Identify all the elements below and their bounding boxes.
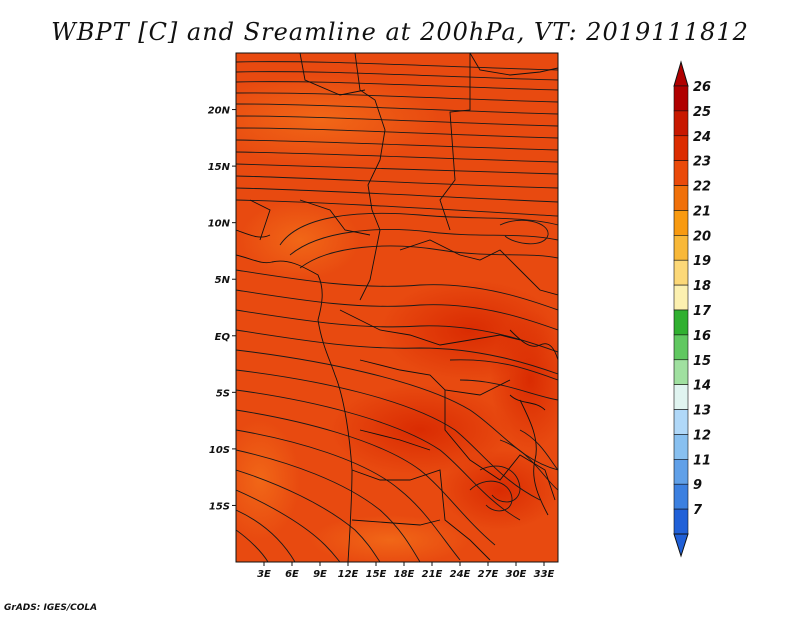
colorbar-level-label: 7	[693, 503, 703, 518]
colorbar-swatch	[673, 309, 689, 336]
colorbar-level-label: 15	[693, 354, 711, 369]
streamlines	[236, 61, 558, 562]
lat-tick-label: 5S	[216, 388, 230, 399]
lat-tick-label: 15S	[209, 501, 230, 512]
colorbar-level-label: 24	[693, 130, 711, 145]
lon-tick-label: 27E	[478, 569, 499, 580]
colorbar-level-label: 14	[693, 379, 711, 394]
colorbar-level-label: 21	[693, 204, 711, 219]
map-title: WBPT [C] and Sreamline at 200hPa, VT: 20…	[51, 18, 749, 46]
lon-tick-label: 30E	[506, 569, 527, 580]
colorbar-swatch	[673, 235, 689, 261]
colorbar-top-arrow	[673, 60, 689, 87]
colorbar-level-label: 26	[693, 80, 711, 95]
lon-tick-label: 15E	[366, 569, 387, 580]
colorbar-level-label: 11	[693, 453, 711, 468]
colorbar-swatch	[673, 135, 689, 161]
lat-tick-label: 5N	[215, 275, 231, 286]
lat-tick-label: EQ	[215, 332, 231, 343]
colorbar-swatch	[673, 284, 689, 311]
colorbar-swatch	[673, 483, 689, 510]
lon-tick-label: 33E	[534, 569, 555, 580]
colorbar-level-label: 12	[693, 428, 711, 443]
colorbar-swatch	[673, 259, 689, 286]
colorbar-swatch	[673, 409, 689, 435]
colorbar-level-label: 16	[693, 329, 711, 344]
colorbar-swatch	[673, 85, 689, 112]
colorbar-swatch	[673, 160, 689, 186]
colorbar-level-label: 23	[693, 155, 711, 170]
lon-tick-label: 18E	[394, 569, 415, 580]
lat-tick-label: 10N	[208, 219, 231, 230]
colorbar-swatch	[673, 210, 689, 236]
colorbar-level-label: 13	[693, 404, 711, 419]
lon-tick-label: 9E	[313, 569, 327, 580]
colorbar-swatch	[673, 334, 689, 361]
lat-tick-label: 15N	[208, 162, 231, 173]
lon-tick-label: 3E	[257, 569, 271, 580]
colorbar-level-label: 9	[693, 478, 702, 493]
lon-tick-label: 21E	[422, 569, 443, 580]
lat-tick-label: 10S	[209, 445, 230, 456]
colorbar-level-label: 18	[693, 279, 711, 294]
colorbar-level-label: 17	[693, 304, 712, 319]
colorbar-swatch	[673, 459, 689, 485]
lat-tick-label: 20N	[208, 106, 231, 117]
colorbar-swatch	[673, 110, 689, 137]
colorbar-swatch	[673, 508, 689, 535]
colorbar-level-label: 22	[693, 180, 711, 195]
colorbar-level-label: 20	[693, 229, 711, 244]
colorbar-swatch	[673, 359, 689, 385]
latitude-axis: 20N 15N 10N 5N EQ 5S 10S 15S	[208, 106, 236, 512]
colorbar-swatch	[673, 185, 689, 211]
colorbar-swatch	[673, 434, 689, 460]
colorbar: 26 25 24 23 22 21 20 19 18 17 16 15 14 13 12 11 9 7	[673, 60, 712, 558]
lon-tick-label: 12E	[338, 569, 359, 580]
longitude-axis: 3E 6E 9E 12E 15E 18E 21E 24E 27E 30E 33E	[257, 562, 555, 580]
country-borders	[236, 53, 558, 562]
colorbar-level-label: 25	[693, 105, 711, 120]
colorbar-swatch	[673, 384, 689, 410]
lon-tick-label: 6E	[285, 569, 299, 580]
map-frame	[235, 52, 559, 563]
colorbar-bottom-arrow	[673, 533, 689, 558]
grads-credit: GrADS: IGES/COLA	[4, 603, 98, 613]
lon-tick-label: 24E	[450, 569, 471, 580]
colorbar-level-label: 19	[693, 254, 711, 269]
